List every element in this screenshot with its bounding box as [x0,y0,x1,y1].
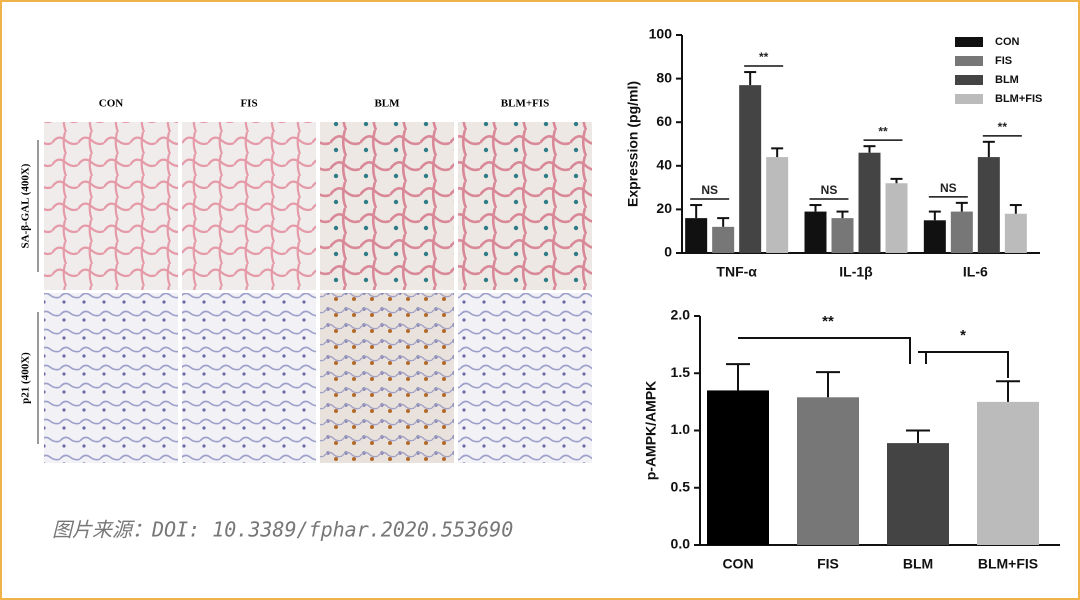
bracket [918,351,1009,378]
bracket [738,337,911,364]
x-tick-label: BLM [903,556,933,572]
x-tick-label: IL-6 [963,264,988,280]
legend-label: CON [995,36,1020,48]
y-tick-label: 0.0 [671,536,691,552]
x-tick-label: BLM+FIS [978,556,1038,572]
bar [797,397,859,545]
x-tick-label: CON [722,556,753,572]
bar [739,85,762,253]
bar [885,183,908,253]
column-label: CON [99,98,124,110]
annotation: NS [821,183,838,197]
bar [712,226,735,253]
bar [804,211,827,253]
image [458,122,592,290]
legend-swatch [955,94,983,104]
annotation: ** [878,124,888,138]
legend-swatch [955,37,983,47]
legend-label: BLM+FIS [995,93,1042,105]
bar [1004,213,1027,253]
x-tick-label: FIS [817,556,839,572]
annotation: * [960,327,966,344]
y-tick-label: 100 [649,26,673,42]
legend-label: FIS [995,55,1012,67]
row-label: SA-β-GAL (400X) [20,163,32,248]
bar [977,157,1000,253]
image [320,122,454,290]
annotation: ** [759,50,769,64]
image [458,293,592,463]
y-tick-label: 1.5 [671,364,691,380]
x-tick-label: IL-1β [839,264,873,280]
legend-swatch [955,75,983,85]
bar [707,390,769,545]
bar [858,152,881,253]
y-tick-label: 60 [656,113,672,129]
bar [831,218,854,253]
image [182,122,316,290]
legend-swatch [955,56,983,66]
annotation: ** [998,120,1008,134]
caption: 图片来源：DOI: 10.3389/fphar.2020.553690 [52,518,513,542]
y-tick-label: 20 [656,200,672,216]
bar [923,220,946,253]
image [44,122,178,290]
column-label: BLM [374,98,400,110]
bar [685,218,708,253]
bar [887,443,949,545]
bar [766,157,789,253]
image [44,293,178,463]
annotation: NS [701,183,718,197]
y-tick-label: 1.0 [671,421,691,437]
column-label: BLM+FIS [501,98,549,110]
y-axis-label: p-AMPK/AMPK [643,381,659,481]
image [320,293,454,463]
image [182,293,316,463]
x-tick-label: TNF-α [716,264,757,280]
column-label: FIS [240,98,257,110]
annotation: NS [940,181,957,195]
y-tick-label: 0 [664,244,672,260]
y-tick-label: 40 [656,157,672,173]
y-tick-label: 2.0 [671,307,691,323]
y-axis-label: Expression (pg/ml) [625,81,641,207]
bar [950,211,973,253]
y-tick-label: 80 [656,69,672,85]
y-tick-label: 0.5 [671,478,691,494]
legend-label: BLM [995,74,1019,86]
annotation: ** [822,313,834,330]
bar [977,401,1039,545]
row-label: p21 (400X) [20,352,32,404]
micro-panel: CON FIS BLM BLM+FIS SA-β-GAL (400X) p21 … [20,98,592,463]
